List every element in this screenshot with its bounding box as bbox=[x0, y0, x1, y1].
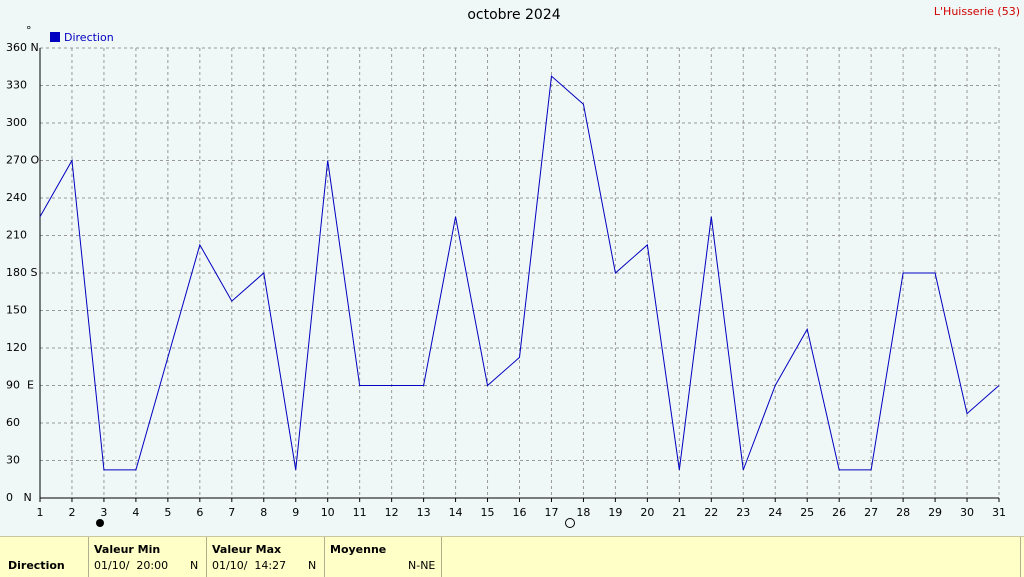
y-tick-label: 30 bbox=[6, 454, 20, 467]
header: Moyenne bbox=[330, 543, 387, 556]
chart-title: octobre 2024 bbox=[467, 7, 560, 23]
x-tick-label: 20 bbox=[640, 506, 654, 519]
x-tick-label: 21 bbox=[672, 506, 686, 519]
x-tick-label: 26 bbox=[832, 506, 846, 519]
x-tick-label: 13 bbox=[417, 506, 431, 519]
x-tick-label: 25 bbox=[800, 506, 814, 519]
summary-bar: Direction Valeur Min 01/10/ 20:00 N Vale… bbox=[0, 536, 1024, 577]
x-tick-label: 10 bbox=[321, 506, 335, 519]
y-tick-label: 150 bbox=[6, 304, 27, 317]
y-tick-label: 120 bbox=[6, 341, 27, 354]
header: Valeur Max bbox=[212, 543, 282, 556]
y-tick-label: 0 N bbox=[6, 491, 32, 504]
x-tick-label: 4 bbox=[132, 506, 139, 519]
x-tick-label: 23 bbox=[736, 506, 750, 519]
station: L'Huisserie (53) bbox=[934, 5, 1020, 18]
date: 01/10/ 14:27 bbox=[212, 559, 287, 572]
x-tick-label: 8 bbox=[260, 506, 267, 519]
x-tick-label: 18 bbox=[576, 506, 590, 519]
y-tick-label: 270 O bbox=[6, 154, 39, 167]
x-tick-label: 19 bbox=[608, 506, 622, 519]
x-tick-label: 15 bbox=[481, 506, 495, 519]
x-tick-label: 7 bbox=[228, 506, 235, 519]
date: 01/10/ 20:00 bbox=[94, 559, 169, 572]
direction: N bbox=[190, 559, 199, 572]
y-tick-label: 210 bbox=[6, 229, 27, 242]
y-tick-label: 330 bbox=[6, 79, 27, 92]
line bbox=[39, 75, 1000, 471]
x-tick-label: 22 bbox=[704, 506, 718, 519]
min-marker bbox=[96, 519, 104, 527]
max-marker bbox=[565, 518, 575, 528]
x-tick-label: 2 bbox=[68, 506, 75, 519]
y-tick-label: 240 bbox=[6, 191, 27, 204]
y-tick-label: 300 bbox=[6, 116, 27, 129]
header: Valeur Min bbox=[94, 543, 161, 556]
x-tick-label: 29 bbox=[928, 506, 942, 519]
x-tick-label: 27 bbox=[864, 506, 878, 519]
x-tick-label: 17 bbox=[544, 506, 558, 519]
x-tick-label: 24 bbox=[768, 506, 782, 519]
x-tick-label: 16 bbox=[513, 506, 527, 519]
legend-swatch bbox=[50, 32, 60, 42]
x-tick-label: 5 bbox=[164, 506, 171, 519]
x-tick-label: 1 bbox=[37, 506, 44, 519]
x-tick-label: 6 bbox=[196, 506, 203, 519]
y-tick-label: 90 E bbox=[6, 379, 34, 392]
y-tick-label: 360 N bbox=[6, 41, 39, 54]
x-tick-label: 11 bbox=[353, 506, 367, 519]
y-tick-label: 60 bbox=[6, 416, 20, 429]
direction: N bbox=[308, 559, 317, 572]
x-tick-label: 30 bbox=[960, 506, 974, 519]
x-tick-label: 9 bbox=[292, 506, 299, 519]
x-tick-label: 3 bbox=[100, 506, 107, 519]
y-tick-label: 180 S bbox=[6, 266, 37, 279]
chart: octobre 2024 L'Huisserie (53) ° 0 N 30 60 9… bbox=[6, 5, 1020, 528]
x-tick-label: 28 bbox=[896, 506, 910, 519]
x-tick-label: 31 bbox=[992, 506, 1006, 519]
mean: N-NE bbox=[408, 559, 436, 572]
legend-label: Direction bbox=[64, 31, 114, 44]
row-label: Direction bbox=[8, 559, 65, 572]
x-tick-label: 14 bbox=[449, 506, 463, 519]
unit: ° bbox=[26, 24, 32, 37]
x-tick-label: 12 bbox=[385, 506, 399, 519]
